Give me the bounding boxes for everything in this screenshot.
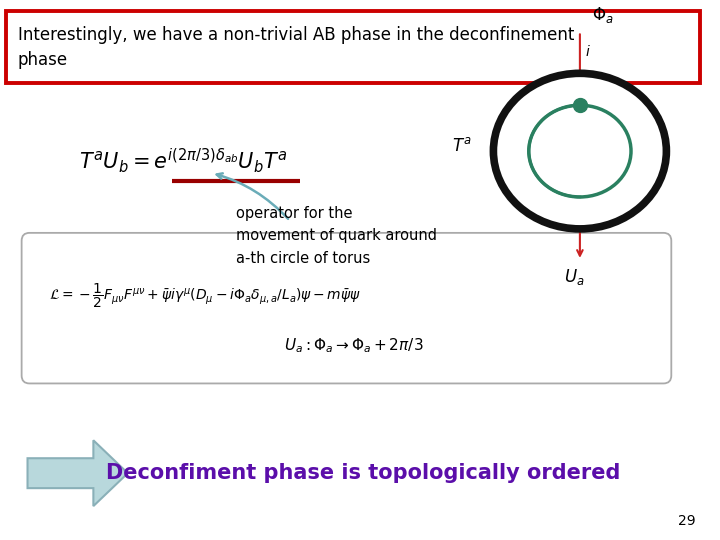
Ellipse shape [528,105,631,197]
Text: $\mathcal{L} = -\dfrac{1}{2}F_{\mu\nu}F^{\mu\nu} + \bar{\psi}i\gamma^\mu(D_\mu -: $\mathcal{L} = -\dfrac{1}{2}F_{\mu\nu}F^… [49,281,361,310]
Ellipse shape [493,73,667,229]
FancyBboxPatch shape [6,11,700,83]
Text: Interestingly, we have a non-trivial AB phase in the deconfinement
phase: Interestingly, we have a non-trivial AB … [18,26,574,69]
Text: $T^a$: $T^a$ [452,137,472,155]
Text: $U_a : \Phi_a \rightarrow \Phi_a + 2\pi/3$: $U_a : \Phi_a \rightarrow \Phi_a + 2\pi/… [284,336,423,355]
Text: operator for the
movement of quark around
a-th circle of torus: operator for the movement of quark aroun… [236,206,437,266]
FancyBboxPatch shape [22,233,671,383]
Text: $i$: $i$ [585,44,590,59]
Text: $\Phi_a$: $\Phi_a$ [592,5,613,25]
Text: Deconfiment phase is topologically ordered: Deconfiment phase is topologically order… [107,463,621,483]
Text: $U_a$: $U_a$ [564,267,585,287]
Text: 29: 29 [678,514,696,528]
Polygon shape [27,440,127,506]
Text: $T^aU_b = e^{i(2\pi/3)\delta_{ab}}U_bT^a$: $T^aU_b = e^{i(2\pi/3)\delta_{ab}}U_bT^a… [78,147,287,176]
